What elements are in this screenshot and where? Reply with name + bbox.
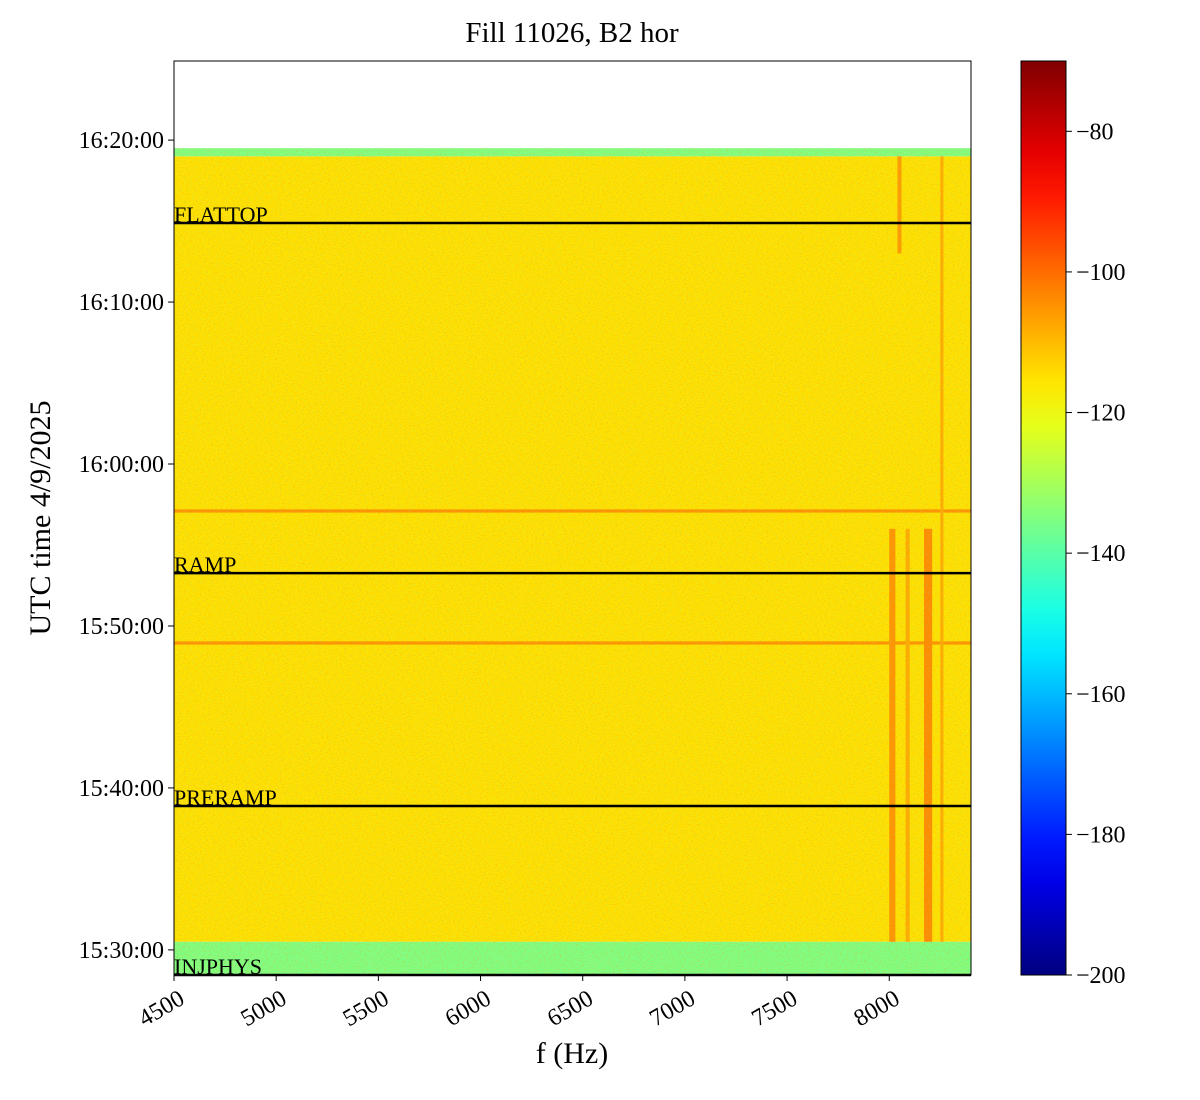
colorbar-tick-label: −160 (1076, 682, 1126, 708)
y-tick-label: 15:50:00 (79, 614, 164, 640)
y-tick-label: 16:20:00 (79, 128, 164, 154)
x-tick-label: 6000 (441, 986, 496, 1033)
plot-frame (173, 60, 972, 976)
phase-label: RAMP (174, 552, 236, 577)
colorbar-tick-label: −100 (1076, 260, 1126, 286)
colorbar-tick-label: −180 (1076, 822, 1126, 848)
x-axis-label: f (Hz) (536, 1037, 608, 1070)
colorbar-tick-label: −140 (1076, 541, 1126, 567)
colorbar (1020, 60, 1067, 976)
colorbar-tick-label: −200 (1076, 963, 1126, 989)
y-tick-label: 15:40:00 (79, 776, 164, 802)
chart-title: Fill 11026, B2 hor (465, 17, 679, 49)
texture (174, 148, 971, 975)
x-tick-label: 8000 (850, 986, 905, 1033)
x-tick-label: 4500 (134, 986, 189, 1033)
colorbar-tick-label: −120 (1076, 401, 1126, 427)
x-tick-label: 6500 (543, 986, 598, 1033)
x-tick-label: 5000 (237, 986, 292, 1033)
phase-label: PRERAMP (174, 785, 277, 810)
y-tick-label: 15:30:00 (79, 938, 164, 964)
phase-label: FLATTOP (174, 202, 268, 227)
y-tick-label: 16:00:00 (79, 452, 164, 478)
colorbar-tick-label: −80 (1076, 119, 1114, 145)
x-tick-label: 5500 (339, 986, 394, 1033)
noise-texture (174, 148, 971, 975)
y-tick-label: 16:10:00 (79, 290, 164, 316)
x-tick-label: 7500 (748, 986, 803, 1033)
x-tick-label: 7000 (645, 986, 700, 1033)
y-axis-label: UTC time 4/9/2025 (24, 401, 57, 636)
